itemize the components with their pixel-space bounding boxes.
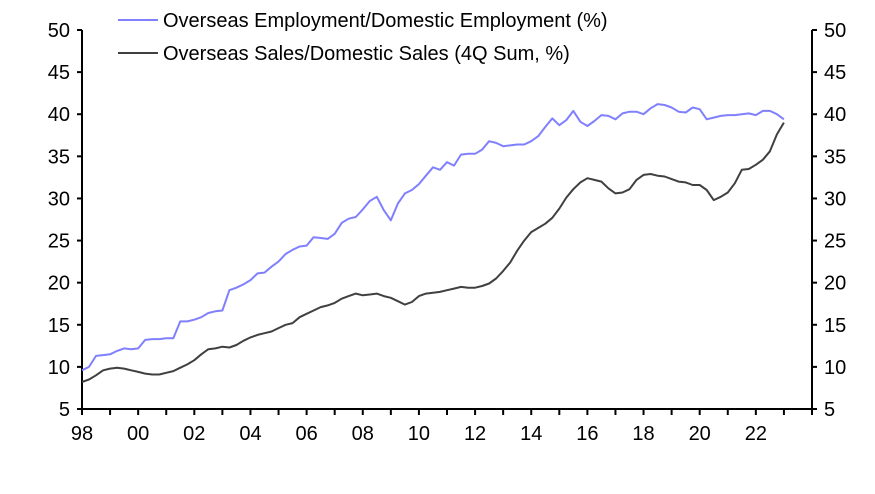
x-tick-label: 14: [520, 423, 542, 445]
x-tick-label: 98: [71, 423, 93, 445]
left-y-tick-label: 5: [59, 399, 70, 421]
x-tick-label: 08: [352, 423, 374, 445]
x-tick-label: 18: [632, 423, 654, 445]
x-tick-label: 10: [408, 423, 430, 445]
x-tick-label: 06: [295, 423, 317, 445]
left-y-tick-label: 30: [48, 188, 70, 210]
left-y-tick-label: 20: [48, 273, 70, 295]
left-y-tick-label: 15: [48, 315, 70, 337]
legend-label-employment: Overseas Employment/Domestic Employment …: [163, 10, 608, 32]
left-y-tick-label: 40: [48, 104, 70, 126]
legend-label-sales: Overseas Sales/Domestic Sales (4Q Sum, %…: [163, 43, 570, 65]
axes: 5 5 10 10 15 15 20 20 25 25 30 30 35 35 40 40 45 45 50 50 98…: [48, 20, 847, 445]
right-y-tick-label: 30: [824, 188, 846, 210]
series-lines: [81, 103, 785, 383]
right-y-tick-label: 20: [824, 273, 846, 295]
right-y-tick-label: 35: [824, 146, 846, 168]
left-y-tick-label: 45: [48, 62, 70, 84]
x-tick-label: 22: [745, 423, 767, 445]
x-tick-label: 12: [464, 423, 486, 445]
x-tick-label: 20: [689, 423, 711, 445]
left-y-tick-label: 35: [48, 146, 70, 168]
x-tick-label: 16: [576, 423, 598, 445]
legend: Overseas Employment/Domestic Employment …: [118, 10, 608, 65]
series-line-employment: [81, 103, 785, 372]
right-y-tick-label: 25: [824, 231, 846, 253]
right-y-tick-label: 10: [824, 357, 846, 379]
right-y-tick-label: 40: [824, 104, 846, 126]
right-y-tick-label: 50: [824, 20, 846, 42]
x-tick-label: 02: [183, 423, 205, 445]
left-y-tick-label: 25: [48, 231, 70, 253]
x-tick-label: 00: [127, 423, 149, 445]
right-y-tick-label: 45: [824, 62, 846, 84]
right-y-tick-label: 15: [824, 315, 846, 337]
x-tick-label: 04: [239, 423, 261, 445]
series-line-sales: [81, 122, 785, 383]
right-y-tick-label: 5: [824, 399, 835, 421]
left-y-tick-label: 50: [48, 20, 70, 42]
left-y-tick-label: 10: [48, 357, 70, 379]
